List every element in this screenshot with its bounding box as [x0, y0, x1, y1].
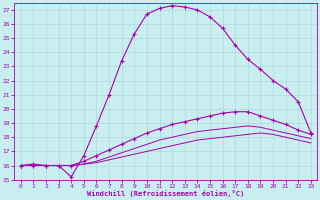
- X-axis label: Windchill (Refroidissement éolien,°C): Windchill (Refroidissement éolien,°C): [87, 190, 244, 197]
